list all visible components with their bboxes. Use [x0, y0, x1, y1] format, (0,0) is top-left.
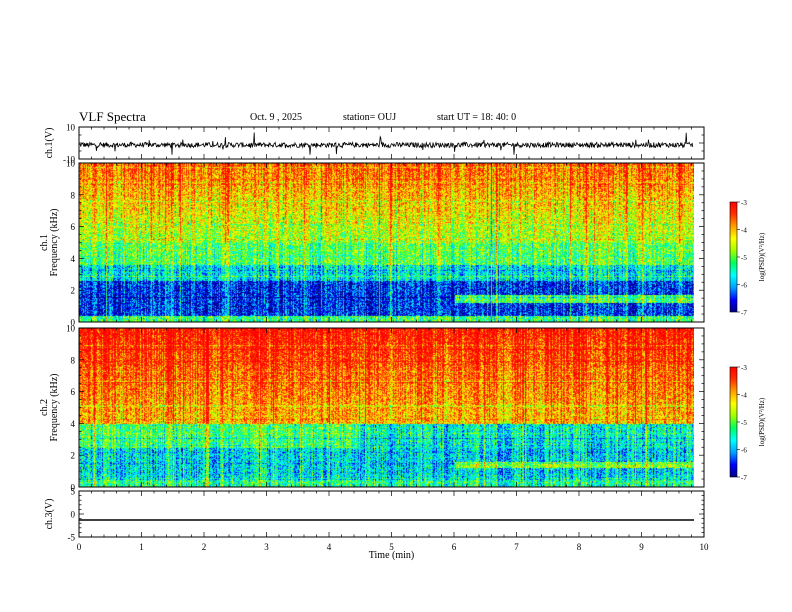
- y-tick-label: 2: [71, 451, 76, 461]
- colorbar-label: log(PSD)(V²/Hz): [758, 397, 766, 446]
- y-tick-label: 6: [71, 222, 76, 232]
- x-tick-label: 2: [202, 542, 207, 552]
- ch2-spectrogram-panel: [78, 327, 705, 488]
- y-tick-label: 8: [71, 190, 76, 200]
- y-tick-label: 4: [71, 254, 76, 264]
- x-tick-label: 3: [264, 542, 269, 552]
- x-tick-label: 9: [639, 542, 644, 552]
- y-tick-label: 2: [71, 286, 76, 296]
- date-label: Oct. 9 , 2025: [250, 112, 302, 123]
- colorbar-tick-label: -6: [741, 447, 747, 455]
- y-tick-label: 0: [71, 318, 76, 328]
- colorbar-tick-label: -5: [741, 254, 747, 262]
- x-tick-label: 6: [452, 542, 457, 552]
- station-label: station= OUJ: [343, 112, 397, 123]
- ch1-spectrogram-panel: [78, 162, 705, 323]
- ch1-colorbar: [729, 201, 738, 313]
- ch1-waveform-panel: [78, 126, 705, 160]
- y-tick-label: 8: [71, 355, 76, 365]
- channel-label: ch.1: [39, 234, 50, 251]
- y-tick-label: -10: [63, 155, 75, 165]
- y-tick-label: 4: [71, 419, 76, 429]
- x-axis-label: Time (min): [369, 550, 414, 561]
- x-tick-label: 5: [389, 542, 394, 552]
- y-tick-label: 6: [71, 387, 76, 397]
- y-tick-label: 0: [71, 510, 76, 520]
- y-tick-label: 10: [66, 159, 76, 169]
- y-tick-label: 10: [66, 324, 76, 334]
- ch1-axis-label: ch.1(V): [44, 128, 55, 159]
- colorbar-label: log(PSD)(V²/Hz): [758, 232, 766, 281]
- frequency-axis-label: Frequency (kHz): [49, 208, 60, 276]
- colorbar-tick-label: -3: [741, 199, 747, 207]
- y-tick-label: -5: [68, 533, 76, 543]
- ch1-spectrogram-image: [79, 163, 694, 322]
- ch3-waveform-panel: [78, 490, 705, 538]
- colorbar-tick-label: -4: [741, 227, 747, 235]
- colorbar-tick-label: -5: [741, 419, 747, 427]
- colorbar-tick-label: -7: [741, 474, 747, 482]
- y-tick-label: 10: [66, 123, 76, 133]
- colorbar-tick-label: -4: [741, 392, 747, 400]
- ch1-waveform-line: [79, 132, 694, 155]
- chart-title: VLF Spectra: [79, 109, 146, 124]
- x-tick-label: 4: [327, 542, 332, 552]
- x-tick-label: 7: [514, 542, 519, 552]
- start-time-label: start UT = 18: 40: 0: [437, 112, 517, 123]
- colorbar-tick-label: -7: [741, 309, 747, 317]
- y-tick-label: 5: [71, 487, 76, 497]
- x-tick-label: 8: [577, 542, 582, 552]
- y-tick-label: 0: [71, 483, 76, 493]
- x-tick-label: 1: [139, 542, 144, 552]
- colorbar-tick-label: -6: [741, 282, 747, 290]
- ch2-colorbar: [729, 366, 738, 478]
- x-tick-label: 0: [77, 542, 82, 552]
- channel-label: ch.2: [39, 399, 50, 416]
- x-tick-label: 10: [700, 542, 710, 552]
- frequency-axis-label: Frequency (kHz): [49, 373, 60, 441]
- colorbar-tick-label: -3: [741, 364, 747, 372]
- ch3-axis-label: ch.3(V): [44, 499, 55, 530]
- ch2-spectrogram-image: [79, 328, 694, 487]
